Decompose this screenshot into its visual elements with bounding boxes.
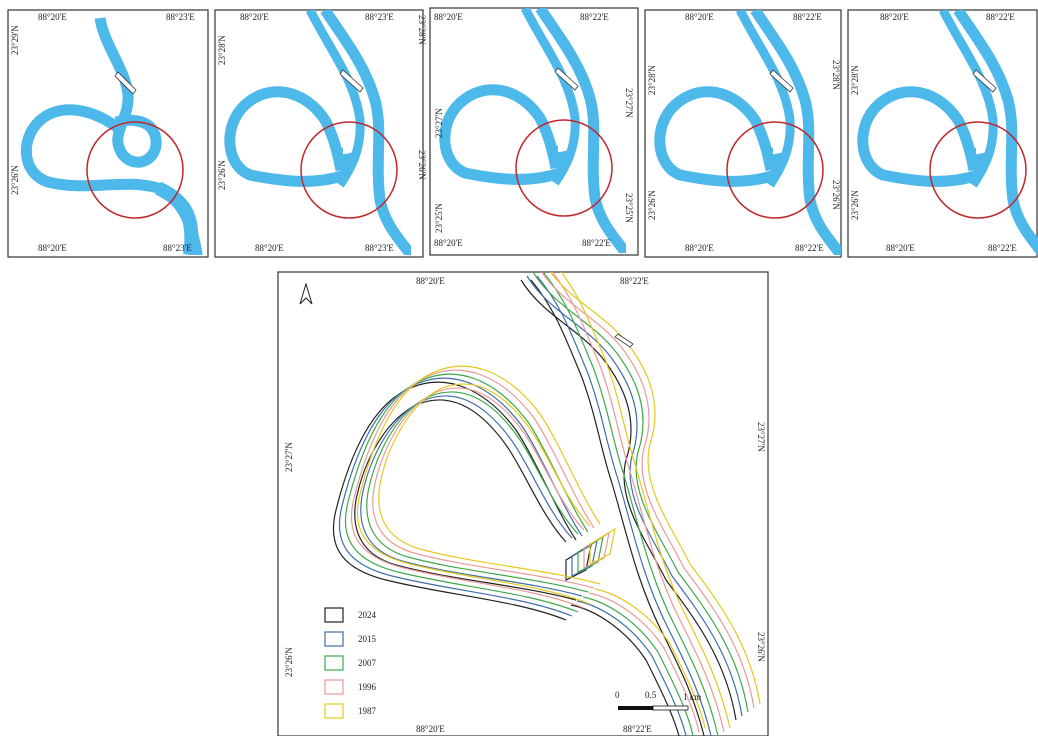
lat-label: 23°26'N bbox=[756, 632, 766, 662]
legend-swatch bbox=[325, 704, 343, 718]
lat-label: 23°25'N bbox=[624, 193, 634, 223]
lon-label: 88°22'E bbox=[580, 12, 609, 22]
lat-label: 23°28'N bbox=[217, 35, 227, 65]
legend-label: 1996 bbox=[358, 682, 377, 692]
lon-label: 88°22'E bbox=[795, 243, 824, 253]
lon-label: 88°22'E bbox=[620, 276, 649, 286]
lon-label: 88°20'E bbox=[434, 12, 463, 22]
legend-swatch bbox=[325, 656, 343, 670]
figure: 88°20'E 88°23'E 23°29'N 23°26'N 88°20'E … bbox=[0, 0, 1038, 736]
legend-swatch bbox=[325, 608, 343, 622]
lon-label: 88°22'E bbox=[793, 12, 822, 22]
legend-label: 2007 bbox=[358, 658, 377, 668]
lat-label: 23°27'N bbox=[434, 108, 444, 138]
lon-label: 88°20'E bbox=[886, 243, 915, 253]
lon-label: 88°20'E bbox=[38, 12, 67, 22]
lat-label: 23°26'N bbox=[417, 150, 427, 180]
lat-label: 23°27'N bbox=[624, 88, 634, 118]
lon-label: 88°20'E bbox=[416, 724, 445, 734]
lon-label: 88°23'E bbox=[365, 12, 394, 22]
panel: 88°20'E 88°22'E 23°27'N 23°25'N 23°27'N … bbox=[430, 8, 638, 255]
lon-label: 88°20'E bbox=[255, 243, 284, 253]
lon-label: 88°20'E bbox=[685, 243, 714, 253]
panel: 88°20'E 88°22'E 23°28'N 23°26'N 88°20'E … bbox=[848, 10, 1038, 257]
lat-label: 23°26'N bbox=[10, 165, 20, 195]
panel: 88°20'E 88°23'E 23°29'N 23°26'N 88°20'E … bbox=[8, 10, 208, 260]
lon-label: 88°22'E bbox=[623, 724, 652, 734]
scale-label: 0 bbox=[615, 690, 620, 700]
lat-label: 23°29'N bbox=[10, 25, 20, 55]
scale-label: 1 km bbox=[683, 692, 701, 702]
lat-label: 23°25'N bbox=[434, 203, 444, 233]
legend-swatch bbox=[325, 680, 343, 694]
lat-label: 23°27'N bbox=[756, 422, 766, 452]
lon-label: 88°22'E bbox=[988, 243, 1017, 253]
lat-label: 23°28'N bbox=[831, 60, 841, 90]
panel: 88°20'E 88°22'E 23°28'N 23°26'N 23°28'N … bbox=[645, 10, 841, 257]
lat-label: 23°27'N bbox=[284, 442, 294, 472]
lat-label: 23°28'N bbox=[647, 65, 657, 95]
lat-label: 23°28'N bbox=[850, 65, 860, 95]
lat-label: 23°26'N bbox=[831, 180, 841, 210]
lon-label: 88°20'E bbox=[38, 243, 67, 253]
lat-label: 23°26'N bbox=[850, 190, 860, 220]
lon-label: 88°20'E bbox=[880, 12, 909, 22]
lon-label: 88°20'E bbox=[416, 276, 445, 286]
lon-label: 88°23'E bbox=[365, 243, 394, 253]
lat-label: 23°26'N bbox=[217, 160, 227, 190]
lon-label: 88°20'E bbox=[685, 12, 714, 22]
lat-label: 23°26'N bbox=[647, 190, 657, 220]
lon-label: 88°23'E bbox=[163, 243, 192, 253]
lon-label: 88°22'E bbox=[986, 12, 1015, 22]
lat-label: 23°26'N bbox=[284, 647, 294, 677]
legend-swatch bbox=[325, 632, 343, 646]
legend-label: 1987 bbox=[358, 706, 377, 716]
lon-label: 88°22'E bbox=[582, 238, 611, 248]
panel: 88°20'E 88°23'E 23°28'N 23°26'N 23°28'N … bbox=[215, 10, 427, 257]
lon-label: 88°20'E bbox=[240, 12, 269, 22]
lat-label: 23°28'N bbox=[417, 15, 427, 45]
lon-label: 88°23'E bbox=[166, 12, 195, 22]
lon-label: 88°20'E bbox=[434, 238, 463, 248]
legend-label: 2015 bbox=[358, 634, 377, 644]
scale-label: 0.5 bbox=[645, 690, 657, 700]
main-map: 88°20'E 88°22'E 23°27'N 23°26'N 23°27'N … bbox=[278, 264, 768, 736]
legend-label: 2024 bbox=[358, 610, 377, 620]
